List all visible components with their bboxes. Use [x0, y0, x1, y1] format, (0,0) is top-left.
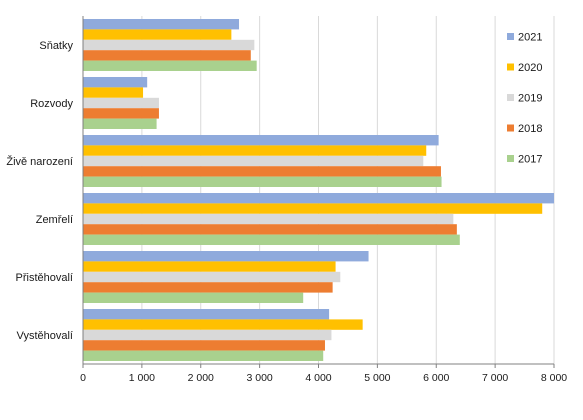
- bar-rozvody-2017: [83, 118, 157, 129]
- bar-pristehovali-2017: [83, 292, 304, 303]
- bar-zive-narozeni-2020: [83, 145, 427, 156]
- bar-zemreli-2018: [83, 224, 457, 235]
- bar-vystehovali-2018: [83, 340, 325, 351]
- bar-snatky-2021: [83, 19, 240, 30]
- legend-label-2021: 2021: [518, 32, 542, 44]
- x-tick-label-6000: 6 000: [423, 372, 449, 384]
- category-label-pristehovali: Přistěhovalí: [16, 272, 73, 284]
- bar-rozvody-2020: [83, 87, 144, 98]
- x-tick-label-8000: 8 000: [541, 372, 567, 384]
- x-tick-label-0: 0: [80, 372, 86, 384]
- x-tick-label-7000: 7 000: [482, 372, 508, 384]
- bar-zemreli-2020: [83, 203, 543, 214]
- x-tick-label-2000: 2 000: [188, 372, 214, 384]
- legend-swatch-2018: [507, 124, 514, 132]
- legend-label-2017: 2017: [518, 154, 542, 166]
- bar-vystehovali-2017: [83, 350, 324, 361]
- category-label-snatky: Sňatky: [39, 40, 73, 52]
- bar-rozvody-2018: [83, 108, 159, 119]
- bar-snatky-2019: [83, 39, 255, 51]
- legend-swatch-2017: [507, 155, 514, 162]
- bar-pristehovali-2021: [83, 251, 369, 262]
- category-label-zive-narozeni: Živě narození: [6, 155, 73, 168]
- bar-vystehovali-2021: [83, 309, 330, 320]
- x-tick-label-4000: 4 000: [305, 372, 331, 384]
- bar-pristehovali-2020: [83, 261, 336, 272]
- legend-label-2019: 2019: [518, 93, 542, 105]
- bar-pristehovali-2019: [83, 271, 341, 283]
- x-tick-label-1000: 1 000: [129, 372, 155, 384]
- category-label-zemreli: Zemřelí: [36, 214, 73, 226]
- bar-zemreli-2017: [83, 234, 460, 245]
- bar-rozvody-2019: [83, 97, 159, 109]
- legend: 2021 2020 2019 2018 2017: [507, 32, 542, 166]
- category-label-rozvody: Rozvody: [30, 98, 73, 110]
- bar-snatky-2020: [83, 29, 232, 40]
- bar-snatky-2018: [83, 50, 251, 61]
- legend-swatch-2021: [507, 33, 514, 40]
- bar-pristehovali-2018: [83, 282, 333, 293]
- legend-swatch-2020: [507, 63, 514, 71]
- bar-vystehovali-2019: [83, 329, 332, 341]
- labels: 0 1 000 2 000 3 000 4 000 5 000 6 000 7 000 8 00…: [6, 40, 567, 384]
- x-tick-label-3000: 3 000: [246, 372, 272, 384]
- bar-zive-narozeni-2018: [83, 166, 441, 177]
- bars: [83, 19, 554, 361]
- gridlines: [141, 16, 555, 364]
- bar-zive-narozeni-2017: [83, 176, 442, 187]
- category-label-vystehovali: Vystěhovalí: [17, 330, 73, 342]
- bar-zemreli-2021: [83, 193, 554, 204]
- bar-snatky-2017: [83, 60, 257, 71]
- legend-label-2018: 2018: [518, 123, 542, 135]
- legend-label-2020: 2020: [518, 62, 542, 74]
- axes: [82, 16, 555, 368]
- bar-rozvody-2021: [83, 77, 148, 88]
- x-tick-label-5000: 5 000: [364, 372, 390, 384]
- legend-swatch-2019: [507, 94, 514, 101]
- bar-zemreli-2019: [83, 213, 454, 225]
- bar-vystehovali-2020: [83, 319, 363, 330]
- bar-zive-narozeni-2019: [83, 155, 424, 167]
- bar-zive-narozeni-2021: [83, 135, 439, 146]
